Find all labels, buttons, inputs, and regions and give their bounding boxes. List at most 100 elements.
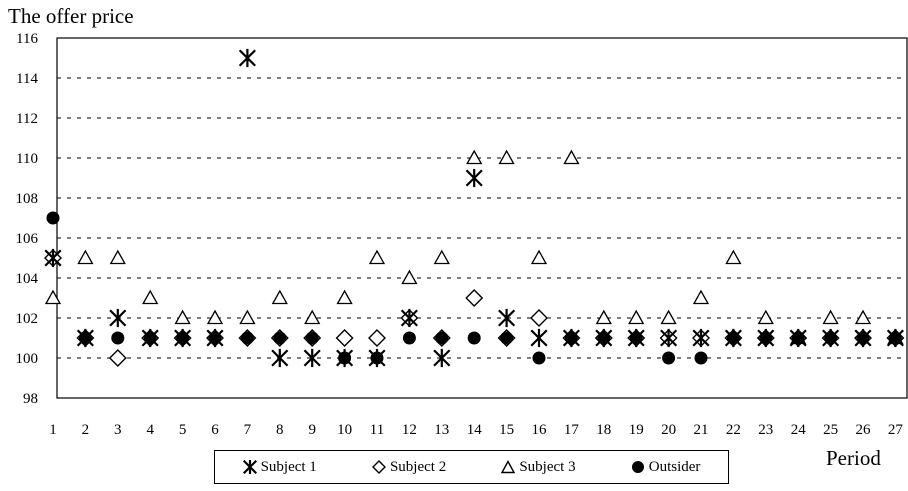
point-subject-3 [77,249,94,265]
point-subject-2 [368,329,386,347]
legend-label-subject-2: Subject 2 [389,458,447,475]
point-outsider [500,331,514,345]
point-outsider [694,351,708,365]
x-tick-label: 14 [467,422,483,438]
point-subject-3 [109,249,126,265]
point-outsider [888,331,902,345]
x-tick-label: 23 [758,422,773,438]
point-subject-1 [660,328,678,348]
point-outsider [597,331,611,345]
point-subject-1 [433,348,451,368]
diamond-marker-icon [371,460,386,474]
x-tick-label: 4 [146,422,154,438]
grid-lines [57,77,907,359]
point-outsider [726,331,740,345]
point-outsider [78,331,92,345]
point-subject-1 [400,308,418,328]
x-tick-label: 6 [211,422,219,438]
legend-item-subject-2: Subject 2 [371,458,447,476]
point-subject-2 [108,349,127,367]
point-outsider [46,211,60,225]
y-tick-label: 102 [16,311,39,327]
point-subject-1 [692,328,710,348]
data-marks [44,48,905,368]
x-axis-title: Period [826,446,881,470]
x-tick-label: 8 [276,422,284,438]
x-tick-label: 3 [114,422,122,438]
point-subject-1 [465,168,483,188]
point-subject-3 [206,309,224,325]
legend-item-outsider: Outsider [631,459,700,476]
x-tick-label: 12 [402,422,417,438]
point-outsider [273,331,287,345]
point-outsider [629,331,643,345]
point-subject-3 [142,289,159,305]
point-outsider [402,331,416,345]
point-outsider [532,351,546,365]
point-subject-3 [239,309,256,325]
x-tick-label: 7 [244,422,252,438]
y-tick-label: 100 [16,351,39,367]
x-tick-label: 25 [823,422,838,438]
point-outsider [564,331,578,345]
y-axis-title: The offer price [8,4,134,28]
point-subject-1 [44,248,62,268]
point-subject-3 [466,149,483,165]
y-tick-label: 114 [16,71,38,87]
x-tick-label: 11 [370,422,384,438]
point-outsider [176,331,190,345]
point-outsider [208,331,222,345]
x-tick-label: 15 [499,422,514,438]
x-tick-label: 19 [629,422,644,438]
point-outsider [240,331,254,345]
asterisk-marker-icon [242,460,257,474]
point-subject-3 [271,289,288,305]
y-tick-label: 110 [16,151,38,167]
point-outsider [338,351,352,365]
point-subject-3 [725,249,742,265]
point-outsider [662,351,676,365]
x-tick-label: 9 [308,422,316,438]
triangle-marker-icon [501,460,516,474]
y-tick-label: 112 [16,111,38,127]
x-tick-label: 22 [726,422,741,438]
legend-item-subject-3: Subject 3 [501,458,576,476]
point-subject-3 [44,289,62,305]
point-subject-3 [174,309,191,325]
point-outsider [824,331,838,345]
point-subject-2 [465,289,484,307]
point-subject-3 [304,309,321,325]
point-subject-2 [530,309,548,327]
point-subject-1 [109,308,127,328]
point-outsider [305,331,319,345]
point-subject-1 [238,48,256,68]
circle-marker-icon [631,461,644,473]
y-tick-label: 98 [23,391,38,407]
y-tick-label: 106 [16,231,39,247]
point-subject-1 [271,348,289,368]
x-tick-label: 24 [791,422,807,438]
legend-label-subject-3: Subject 3 [519,458,576,475]
point-subject-1 [498,308,516,328]
y-tick-label: 108 [16,191,39,207]
x-tick-label: 1 [49,422,57,438]
point-subject-1 [530,328,548,348]
x-tick-label: 21 [694,422,709,438]
y-tick-label: 104 [16,271,39,287]
point-outsider [370,351,384,365]
point-subject-3 [563,149,580,165]
x-tick-label: 18 [596,422,611,438]
point-outsider [143,331,157,345]
point-outsider [791,331,805,345]
point-subject-3 [757,309,774,325]
point-subject-3 [660,309,677,325]
point-subject-3 [854,309,872,325]
y-tick-labels: 98 100 102 104 106 108 110 112 114 116 [16,31,39,407]
point-subject-3 [433,249,450,265]
legend-label-subject-1: Subject 1 [260,458,317,475]
point-outsider [111,331,125,345]
point-subject-3 [628,309,645,325]
point-subject-3 [498,149,515,165]
x-tick-label: 17 [564,422,580,438]
